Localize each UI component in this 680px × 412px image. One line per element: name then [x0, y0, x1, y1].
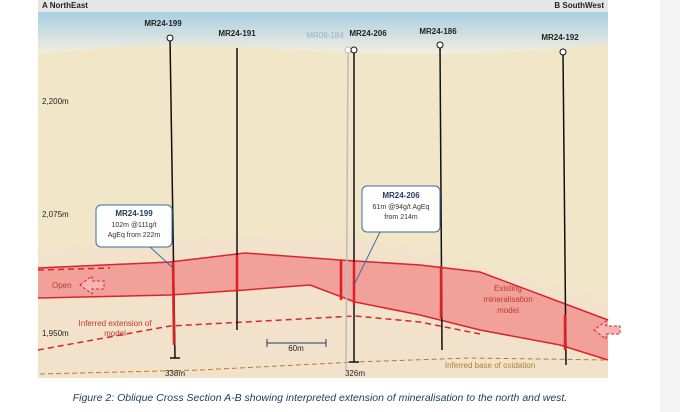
scale-label: 60m [288, 344, 304, 353]
mineralisation-model [38, 253, 608, 360]
collar [166, 34, 174, 42]
collar [350, 46, 358, 54]
annotation: model [497, 306, 519, 315]
callout-box [95, 204, 173, 248]
callout-title: MR24-206 [382, 191, 420, 200]
elevation: 2,075m [42, 210, 69, 219]
inferred-top [37, 267, 111, 271]
arrow-open [79, 275, 105, 295]
hole [345, 49, 349, 371]
header-bar [38, 0, 608, 12]
hole-label: MR08-184 [306, 31, 344, 40]
arrow-extension [593, 320, 621, 340]
hole-label: MR24-192 [541, 33, 579, 42]
callout-line: 61m @94g/t AgEq [373, 204, 430, 211]
drill-holes [166, 34, 567, 371]
hole-label: MR24-206 [349, 29, 387, 38]
hole-depth: 338m [165, 369, 185, 378]
callout-line: from 214m [384, 214, 418, 221]
hole-label: MR24-191 [218, 29, 256, 38]
annotation: mineralisation [483, 295, 532, 304]
collar [436, 41, 444, 49]
scrollbar-area [660, 0, 680, 412]
annotation: Existing [494, 284, 522, 293]
callout-line: AgEq from 222m [108, 232, 161, 239]
callout-line: 102m @111g/t [112, 222, 157, 229]
collar [344, 46, 352, 54]
annotation: Open [52, 281, 72, 290]
collar [559, 48, 567, 56]
section-start: A NorthEast [42, 1, 88, 10]
inferred-base [37, 315, 481, 351]
caption: Figure 2: Oblique Cross Section A-B show… [73, 392, 568, 404]
hole-label: MR24-199 [144, 19, 182, 28]
annotation: Inferred extension of [79, 319, 153, 328]
intercept [171, 261, 176, 346]
elevation: 1,950m [42, 329, 69, 338]
annotation: Inferred base of oxidation [445, 361, 535, 370]
hole-depth: 326m [345, 369, 365, 378]
elevation: 2,200m [42, 97, 69, 106]
hole-label: MR24-186 [419, 27, 457, 36]
model-top [37, 252, 609, 321]
section-end: B SouthWest [554, 1, 604, 10]
hole [562, 51, 567, 366]
callout-box [361, 185, 441, 233]
callout-leader [353, 231, 381, 286]
annotation: model [104, 329, 126, 338]
callout-leader [149, 246, 174, 269]
callout-title: MR24-199 [115, 209, 153, 218]
